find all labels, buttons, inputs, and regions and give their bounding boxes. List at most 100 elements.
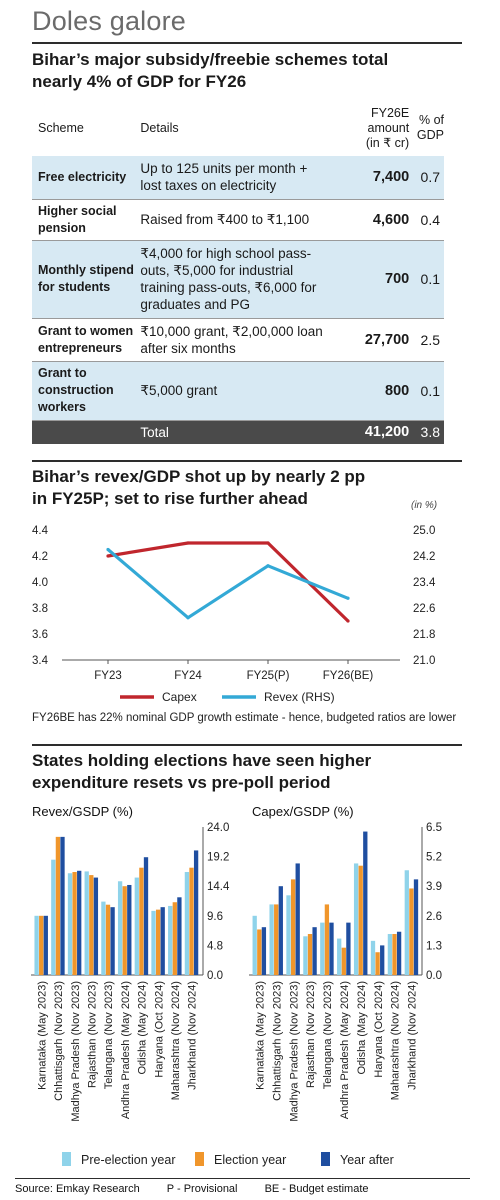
right-tick-label: 21.8 bbox=[413, 629, 435, 641]
capex-bar bbox=[252, 915, 257, 975]
line-headline-line-2: in FY25P; set to rise further ahead bbox=[32, 489, 308, 508]
capex-bar bbox=[396, 931, 402, 975]
total-label: Total bbox=[140, 420, 337, 444]
line-headline-line-1: Bihar’s revex/GDP shot up by nearly 2 pp bbox=[32, 467, 366, 486]
capex-bar bbox=[269, 904, 274, 975]
scheme-line: entrepreneurs bbox=[38, 340, 123, 355]
capex-bar bbox=[329, 922, 334, 975]
gdp-cell: 0.7 bbox=[409, 156, 444, 200]
scheme-cell: Free electricity bbox=[32, 156, 141, 200]
right-tick-label: 25.0 bbox=[413, 525, 435, 537]
revex-line bbox=[106, 548, 349, 620]
capex-category-label: Haryana (Oct 2024) bbox=[373, 981, 385, 1078]
line-chart-note: FY26BE has 22% nominal GDP growth estima… bbox=[32, 712, 457, 724]
capex-bar bbox=[257, 929, 262, 975]
revex-bar bbox=[189, 867, 194, 975]
amount-cell: 7,400 bbox=[336, 156, 410, 200]
right-tick-label: 24.2 bbox=[413, 551, 435, 563]
revex-point bbox=[346, 596, 350, 600]
revex-category-label: Andhra Pradesh (May 2024) bbox=[120, 981, 132, 1119]
bar-legend-swatch bbox=[321, 1152, 330, 1166]
revex-bar bbox=[55, 836, 61, 975]
x-tick-label: FY25(P) bbox=[247, 670, 290, 682]
right-tick-label: 21.0 bbox=[413, 655, 435, 667]
details-line: ₹4,000 for high school pass- bbox=[140, 246, 312, 261]
capex-bar bbox=[307, 934, 313, 975]
bar-chart: 24.0 19.2 14.4 9.6 4.8 0.0 Karnataka (May 2023… bbox=[31, 822, 442, 1167]
amount-cell: 700 bbox=[336, 240, 410, 319]
details-line: lost taxes on electricity bbox=[140, 178, 277, 194]
total-amount: 41,200 bbox=[336, 420, 410, 444]
scheme-cell: Grant to construction workers bbox=[32, 361, 141, 421]
details-cell: Up to 125 units per month + lost taxes o… bbox=[140, 156, 337, 200]
capex-category-label: Maharashtra (Nov 2024) bbox=[390, 981, 402, 1100]
x-tick-label: FY23 bbox=[94, 670, 122, 682]
revex-category-label: Chhattisgarh (Nov 2023) bbox=[53, 981, 65, 1101]
capex-category-label: Madhya Pradesh (Nov 2023) bbox=[288, 981, 300, 1122]
capex-bar bbox=[286, 895, 291, 975]
bar-legend-swatch bbox=[195, 1152, 204, 1166]
col-header-gdp: % of GDP bbox=[409, 100, 444, 156]
details-cell: ₹10,000 grant, ₹2,00,000 loan after six … bbox=[140, 318, 337, 362]
scheme-line: construction bbox=[38, 383, 114, 397]
capex-bar bbox=[363, 831, 368, 975]
gdp-cell: 0.4 bbox=[409, 199, 444, 241]
right-tick-label: 22.6 bbox=[413, 603, 435, 615]
right-axis-unit: (in %) bbox=[411, 500, 437, 511]
revex-point bbox=[106, 547, 110, 552]
col-header-scheme: Scheme bbox=[38, 120, 84, 135]
capex-tick-label: 3.9 bbox=[426, 881, 442, 893]
table-headline: Bihar’s major subsidy/freebie schemes to… bbox=[32, 49, 462, 93]
capex-bar bbox=[346, 922, 351, 975]
capex-bar bbox=[341, 947, 346, 975]
revex-bar bbox=[117, 881, 123, 975]
table-row: Grant to construction workers ₹5,000 gra… bbox=[32, 361, 444, 421]
col-header-amount: FY26E amount (in ₹ cr) bbox=[336, 100, 409, 156]
capex-bar bbox=[392, 934, 397, 975]
col-header-amount-line: (in ₹ cr) bbox=[365, 135, 410, 150]
revex-category-label: Jharkhand (Nov 2024) bbox=[187, 981, 199, 1090]
revex-bar bbox=[34, 915, 39, 975]
revex-bar bbox=[39, 915, 44, 975]
revex-bar bbox=[51, 859, 56, 975]
capex-bar bbox=[370, 940, 376, 975]
capex-point bbox=[266, 541, 270, 545]
revex-category-label: Haryana (Oct 2024) bbox=[153, 981, 165, 1078]
scheme-line: Free electricity bbox=[38, 169, 127, 184]
capex-bar bbox=[278, 886, 283, 975]
scheme-line: workers bbox=[38, 400, 86, 414]
scheme-cell: Monthly stipend for students bbox=[32, 240, 141, 319]
revex-tick-label: 14.4 bbox=[207, 881, 230, 893]
scheme-line: Grant to bbox=[38, 366, 87, 380]
line-chart-headline: Bihar’s revex/GDP shot up by nearly 2 pp… bbox=[32, 466, 462, 510]
revex-bar bbox=[134, 877, 139, 975]
revex-bar bbox=[177, 897, 182, 975]
capex-category-label: Andhra Pradesh (May 2024) bbox=[339, 981, 351, 1119]
scheme-line: for students bbox=[38, 280, 111, 294]
capex-point bbox=[106, 554, 110, 558]
left-tick-label: 4.2 bbox=[32, 551, 48, 563]
bar-legend-label: Pre-election year bbox=[81, 1153, 176, 1167]
provisional-note: P - Provisional bbox=[166, 1183, 238, 1195]
left-tick-label: 3.4 bbox=[32, 655, 49, 667]
total-spacer-cell bbox=[32, 420, 141, 444]
revex-bar bbox=[155, 909, 161, 975]
footer: Source: Emkay Research P - Provisional B… bbox=[15, 1183, 393, 1195]
revex-bar bbox=[184, 872, 190, 975]
gdp-cell: 2.5 bbox=[409, 318, 444, 362]
revex-category-label: Madhya Pradesh (Nov 2023) bbox=[70, 981, 82, 1122]
table-row: Higher social pension Raised from ₹400 t… bbox=[32, 199, 444, 241]
table-row: Grant to women entrepreneurs ₹10,000 gra… bbox=[32, 318, 444, 362]
revex-bar bbox=[43, 915, 48, 975]
revex-category-label: Karnataka (May 2023) bbox=[36, 981, 48, 1090]
details-cell: Raised from ₹400 to ₹1,100 bbox=[140, 199, 337, 241]
capex-bar bbox=[409, 888, 414, 975]
table-header-row: Scheme Details FY26E amount (in ₹ cr) % … bbox=[32, 100, 444, 156]
page-title: Doles galore bbox=[32, 6, 186, 36]
revex-category-label: Rajasthan (Nov 2023) bbox=[86, 981, 98, 1088]
capex-point bbox=[346, 619, 350, 623]
capex-tick-label: 2.6 bbox=[426, 911, 442, 923]
capex-point bbox=[186, 541, 190, 545]
revex-category-label: Maharashtra (Nov 2024) bbox=[170, 981, 182, 1100]
revex-point bbox=[186, 616, 190, 620]
